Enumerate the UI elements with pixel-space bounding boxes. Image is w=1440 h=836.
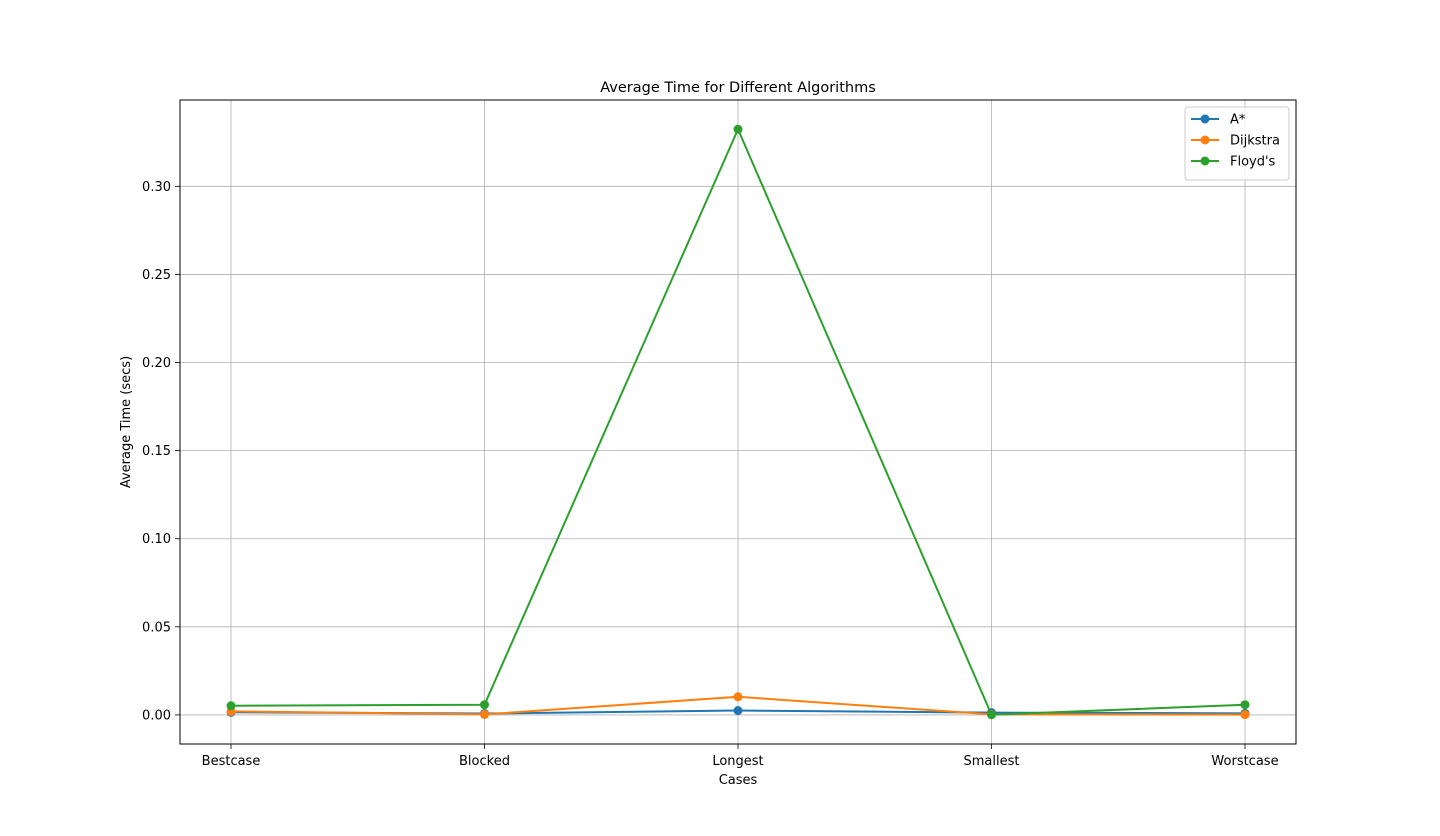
- y-tick-label: 0.15: [142, 444, 171, 459]
- data-point-floyd-s: [1240, 700, 1250, 710]
- data-point-dijkstra: [733, 692, 743, 702]
- grid: [180, 100, 1296, 744]
- x-axis-label: Cases: [719, 773, 758, 788]
- x-tick-label: Worstcase: [1211, 754, 1278, 769]
- data-point-floyd-s: [480, 700, 489, 710]
- legend-label-a: A*: [1230, 113, 1246, 128]
- x-tick-label: Smallest: [964, 754, 1020, 769]
- data-point-floyd-s: [733, 124, 743, 134]
- data-point-floyd-s: [226, 701, 236, 711]
- legend: A* Dijkstra Floyd's: [1184, 106, 1290, 181]
- y-tick-label: 0.00: [142, 708, 171, 723]
- data-point-dijkstra: [480, 709, 489, 719]
- data-point-dijkstra: [1240, 710, 1250, 720]
- y-axis-label: Average Time (secs): [119, 356, 134, 488]
- chart-title: Average Time for Different Algorithms: [600, 80, 876, 96]
- y-tick-label: 0.30: [142, 180, 171, 195]
- legend-swatch-marker-floyd-s: [1200, 156, 1210, 166]
- y-tick-label: 0.20: [142, 356, 171, 371]
- y-tick-label: 0.10: [142, 532, 171, 547]
- x-tick-label: Longest: [712, 754, 763, 769]
- legend-swatch-marker-a: [1200, 114, 1210, 124]
- series-floyd-s: [226, 124, 1250, 720]
- y-tick-label: 0.25: [142, 268, 171, 283]
- legend-label-dijkstra: Dijkstra: [1230, 134, 1280, 149]
- data-point-floyd-s: [987, 710, 996, 720]
- y-tick-label: 0.05: [142, 620, 171, 635]
- legend-label-floyd-s: Floyd's: [1230, 155, 1276, 170]
- x-tick-label: Blocked: [459, 754, 510, 769]
- x-tick-label: Bestcase: [202, 754, 261, 769]
- data-point-a: [733, 706, 743, 716]
- legend-swatch-marker-dijkstra: [1200, 135, 1210, 145]
- series-layer: [226, 124, 1250, 720]
- ticks: Bestcase Blocked Longest Smallest Worstcase 0…: [142, 180, 1279, 769]
